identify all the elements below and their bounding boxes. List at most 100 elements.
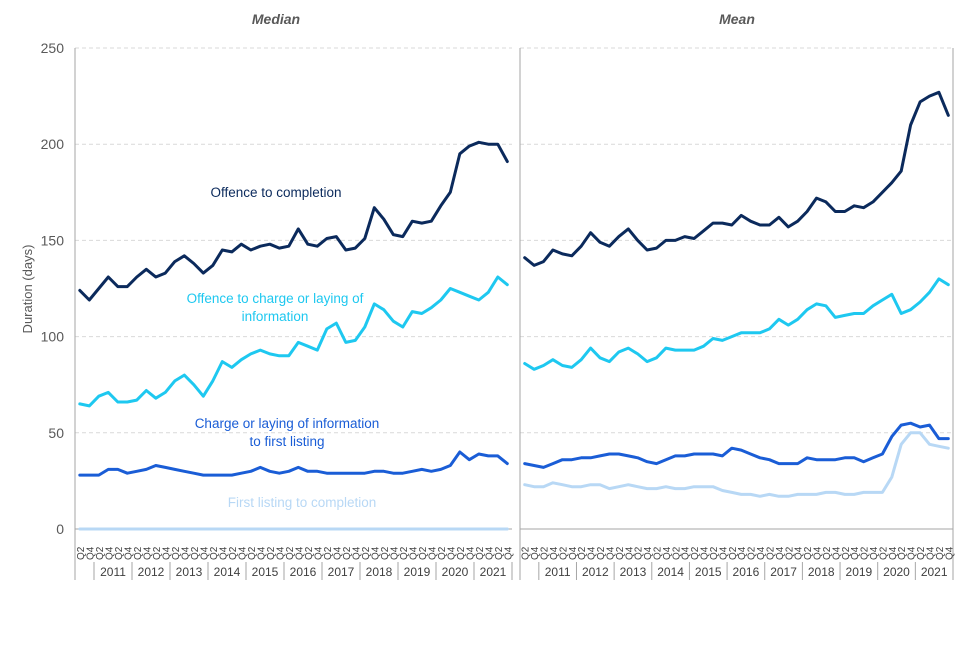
quarter-tick-label: Q2	[171, 546, 182, 560]
quarter-tick-label: Q4	[925, 546, 936, 560]
quarter-tick-label: Q4	[408, 546, 419, 560]
quarter-tick-label: Q2	[803, 546, 814, 560]
quarter-tick-label: Q2	[418, 546, 429, 560]
quarter-tick-label: Q4	[427, 546, 438, 560]
label-offence-to-charge-line1: Offence to charge or laying of	[187, 291, 364, 306]
quarter-tick-label: Q2	[558, 546, 569, 560]
quarter-tick-label: Q2	[878, 546, 889, 560]
quarter-tick-label: Q4	[180, 546, 191, 560]
quarter-tick-label: Q4	[549, 546, 560, 560]
quarter-tick-label: Q4	[389, 546, 400, 560]
quarter-tick-label: Q2	[399, 546, 410, 560]
quarter-tick-label: Q2	[228, 546, 239, 560]
year-tick-label: 2021	[480, 565, 507, 579]
quarter-tick-label: Q4	[465, 546, 476, 560]
year-tick-label: 2020	[883, 565, 910, 579]
quarter-tick-label: Q4	[662, 546, 673, 560]
year-tick-label: 2013	[620, 565, 647, 579]
series-line-median-charge-or-laying-of-information-to-first-listing	[78, 450, 509, 477]
year-tick-label: 2011	[545, 565, 571, 579]
quarter-tick-label: Q2	[897, 546, 908, 560]
quarter-tick-label: Q4	[503, 546, 514, 560]
quarter-tick-label: Q4	[351, 546, 362, 560]
quarter-tick-label: Q4	[831, 546, 842, 560]
quarter-tick-label: Q2	[323, 546, 334, 560]
quarter-tick-label: Q4	[587, 546, 598, 560]
quarter-tick-label: Q2	[652, 546, 663, 560]
quarter-tick-label: Q2	[671, 546, 682, 560]
quarter-tick-label: Q4	[737, 546, 748, 560]
quarter-tick-label: Q2	[709, 546, 720, 560]
quarter-tick-label: Q2	[342, 546, 353, 560]
quarter-tick-label: Q4	[813, 546, 824, 560]
y-tick-label: 250	[41, 40, 65, 56]
year-tick-label: 2016	[290, 565, 317, 579]
quarter-tick-label: Q2	[190, 546, 201, 560]
year-tick-label: 2013	[176, 565, 203, 579]
quarter-tick-label: Q2	[266, 546, 277, 560]
series-line-mean-charge-or-laying-of-information-to-first-listing	[523, 421, 950, 469]
quarter-tick-label: Q2	[76, 546, 87, 560]
quarter-tick-label: Q2	[765, 546, 776, 560]
year-tick-label: 2016	[733, 565, 760, 579]
year-tick-label: 2017	[328, 565, 355, 579]
quarter-tick-label: Q2	[133, 546, 144, 560]
quarter-tick-label: Q2	[784, 546, 795, 560]
year-tick-label: 2012	[582, 565, 609, 579]
quarter-tick-label: Q4	[85, 546, 96, 560]
year-tick-label: 2015	[695, 565, 722, 579]
year-tick-label: 2020	[442, 565, 469, 579]
quarter-tick-label: Q4	[313, 546, 324, 560]
y-axis-label: Duration (days)	[20, 245, 35, 334]
quarter-tick-label: Q4	[681, 546, 692, 560]
series-line-median-offence-to-completion	[78, 140, 509, 302]
year-tick-label: 2018	[366, 565, 393, 579]
quarter-tick-label: Q4	[700, 546, 711, 560]
year-tick-label: 2018	[808, 565, 835, 579]
quarter-tick-label: Q2	[540, 546, 551, 560]
series-line-mean-offence-to-charge-or-laying-of-information	[523, 277, 950, 371]
quarter-tick-label: Q4	[775, 546, 786, 560]
year-tick-label: 2021	[921, 565, 948, 579]
year-tick-label: 2017	[770, 565, 797, 579]
year-tick-label: 2014	[657, 565, 684, 579]
quarter-tick-label: Q2	[615, 546, 626, 560]
quarter-tick-label: Q4	[907, 546, 918, 560]
y-tick-label: 100	[41, 329, 65, 345]
quarter-tick-label: Q4	[218, 546, 229, 560]
quarter-tick-label: Q2	[285, 546, 296, 560]
quarter-tick-label: Q2	[860, 546, 871, 560]
quarter-tick-label: Q4	[643, 546, 654, 560]
series-line-mean-offence-to-completion	[523, 90, 950, 267]
quarter-tick-label: Q4	[199, 546, 210, 560]
quarter-tick-label: Q2	[114, 546, 125, 560]
quarter-tick-label: Q4	[446, 546, 457, 560]
series-line-median-offence-to-charge-or-laying-of-information	[78, 275, 509, 408]
quarter-tick-label: Q2	[380, 546, 391, 560]
quarter-tick-label: Q2	[475, 546, 486, 560]
quarter-tick-label: Q4	[869, 546, 880, 560]
label-offence-to-completion: Offence to completion	[210, 185, 341, 200]
y-tick-label: 150	[41, 232, 65, 248]
quarter-tick-label: Q4	[568, 546, 579, 560]
y-tick-label: 50	[48, 425, 64, 441]
quarter-tick-label: Q4	[161, 546, 172, 560]
year-tick-label: 2014	[214, 565, 241, 579]
quarter-tick-label: Q4	[718, 546, 729, 560]
quarter-tick-label: Q2	[361, 546, 372, 560]
quarter-tick-label: Q4	[794, 546, 805, 560]
quarter-tick-label: Q4	[605, 546, 616, 560]
series-line-mean-first-listing-to-completion	[523, 431, 950, 498]
quarter-tick-label: Q2	[456, 546, 467, 560]
quarter-tick-label: Q2	[521, 546, 532, 560]
quarter-tick-label: Q4	[294, 546, 305, 560]
quarter-tick-label: Q2	[822, 546, 833, 560]
quarter-tick-label: Q4	[275, 546, 286, 560]
label-charge-to-first-listing-line2: to first listing	[249, 434, 324, 449]
quarter-tick-label: Q2	[437, 546, 448, 560]
quarter-tick-label: Q4	[142, 546, 153, 560]
quarter-tick-label: Q2	[577, 546, 588, 560]
quarter-tick-label: Q4	[370, 546, 381, 560]
